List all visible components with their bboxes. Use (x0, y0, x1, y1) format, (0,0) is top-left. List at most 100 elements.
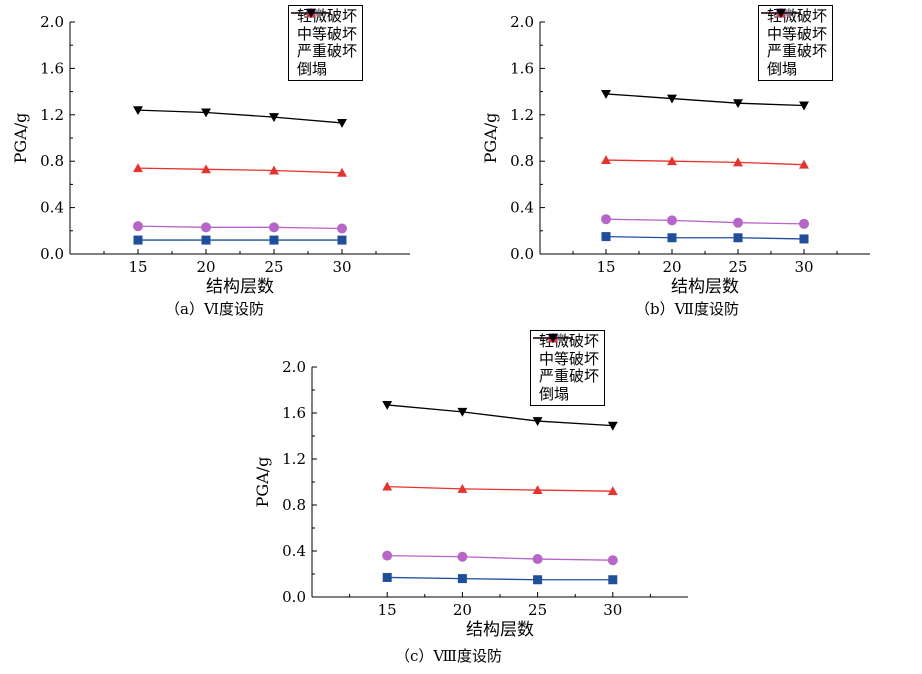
legend-item: 中等破坏 (291, 8, 358, 44)
data-point-2 (532, 485, 543, 495)
data-point-1 (201, 222, 211, 233)
y-tick-label: 0.4 (282, 542, 306, 560)
data-point-3 (337, 118, 347, 128)
legend-swatch (291, 9, 331, 18)
chart-a-caption: （a）Ⅵ度设防 (165, 300, 265, 318)
legend-label: 倒塌 (539, 384, 570, 403)
x-tick-label: 20 (453, 601, 472, 619)
data-point-3 (799, 101, 809, 111)
legend-item: 倒塌 (291, 9, 357, 79)
x-tick-label: 30 (332, 258, 351, 276)
legend-item: 倒塌 (533, 334, 599, 404)
data-point-0 (457, 574, 467, 584)
x-tick-label: 25 (728, 258, 747, 276)
y-tick-label: 2.0 (282, 358, 306, 376)
chart-b-legend: 轻微破坏 中等破坏 严重破坏 倒塌 (758, 5, 834, 81)
data-point-1 (601, 214, 611, 225)
legend-label: 倒塌 (767, 59, 798, 78)
data-point-0 (733, 233, 743, 243)
y-tick-label: 0.4 (510, 199, 534, 217)
data-point-3 (382, 400, 393, 410)
chart-c-legend: 轻微破坏 中等破坏 严重破坏 倒塌 (530, 330, 606, 406)
series-line-2 (605, 159, 805, 166)
data-point-2 (269, 165, 279, 175)
data-point-2 (799, 159, 809, 169)
y-tick-label: 0.0 (282, 588, 306, 606)
chart-panel-c: 0.0 0.4 0.8 1.2 1.6 2.0 15 20 25 30 结构层数 PGA/g 轻微破坏… (240, 326, 700, 671)
data-point-0 (382, 572, 392, 582)
data-point-0 (133, 235, 143, 245)
chart-a-plot: 0.0 0.4 0.8 1.2 1.6 2.0 15 20 25 30 结构层数 PGA/g (11, 13, 410, 297)
legend-item: 中等破坏 (533, 333, 600, 369)
data-point-0 (799, 234, 809, 244)
data-point-2 (382, 481, 393, 491)
data-point-0 (601, 232, 611, 242)
legend-label: 中等破坏 (297, 24, 358, 43)
y-tick-label: 1.6 (510, 59, 534, 77)
series-line-1 (387, 554, 613, 561)
data-point-2 (133, 163, 143, 173)
data-point-3 (733, 99, 743, 109)
series-line-0 (605, 235, 805, 240)
legend-swatch (761, 9, 801, 18)
legend-item: 严重破坏 (533, 333, 600, 386)
legend-label: 严重破坏 (297, 42, 358, 61)
y-axis-label: PGA/g (253, 457, 272, 508)
series-line-3 (137, 109, 343, 124)
data-point-0 (608, 575, 618, 585)
x-tick-label: 20 (196, 258, 215, 276)
legend-label: 倒塌 (297, 59, 328, 78)
legend-label: 中等破坏 (539, 349, 600, 368)
data-point-3 (532, 417, 543, 426)
x-tick-label: 15 (378, 601, 397, 619)
data-point-1 (133, 221, 143, 232)
data-point-1 (532, 554, 543, 565)
data-point-3 (201, 108, 211, 118)
series-line-2 (387, 485, 613, 492)
x-tick-label: 15 (128, 258, 147, 276)
legend-swatch (533, 334, 573, 343)
x-tick-label: 25 (264, 258, 283, 276)
x-tick-label: 25 (528, 601, 547, 619)
legend-item: 倒塌 (761, 9, 827, 79)
x-tick-label: 15 (596, 258, 615, 276)
data-point-2 (601, 155, 611, 164)
data-point-2 (457, 483, 468, 493)
y-tick-label: 2.0 (510, 13, 534, 31)
data-point-1 (382, 550, 393, 561)
y-tick-label: 0.0 (510, 245, 534, 263)
legend-marker (306, 9, 316, 18)
series-line-1 (137, 225, 343, 230)
data-point-3 (607, 421, 618, 431)
y-tick-label: 0.4 (40, 199, 64, 217)
data-point-3 (133, 106, 143, 116)
legend-label: 严重破坏 (539, 367, 600, 386)
legend-label: 中等破坏 (767, 24, 828, 43)
y-axis-label: PGA/g (11, 113, 30, 164)
chart-panel-b: 0.0 0.4 0.8 1.2 1.6 2.0 15 20 25 30 结构层数 PGA/g 轻微破坏… (470, 0, 922, 330)
y-tick-label: 1.6 (282, 404, 306, 422)
data-point-1 (457, 551, 468, 562)
data-point-1 (799, 218, 809, 229)
y-tick-label: 1.2 (40, 106, 64, 124)
data-point-3 (601, 89, 611, 99)
data-point-0 (533, 575, 543, 585)
chart-b-plot: 0.0 0.4 0.8 1.2 1.6 2.0 15 20 25 30 结构层数 PGA/g (481, 13, 870, 297)
chart-c-plot: 0.0 0.4 0.8 1.2 1.6 2.0 15 20 25 30 结构层数 PGA/g (253, 358, 688, 640)
data-point-0 (201, 235, 211, 245)
legend-marker (776, 9, 786, 18)
data-point-0 (337, 235, 347, 245)
y-tick-label: 0.0 (40, 245, 64, 263)
x-tick-label: 30 (603, 601, 622, 619)
chart-panel-a: 0.0 0.4 0.8 1.2 1.6 2.0 15 20 25 30 结构层数 PGA/g 轻微破坏… (0, 0, 460, 330)
legend-item: 严重破坏 (761, 8, 828, 61)
legend-item: 中等破坏 (761, 8, 828, 44)
series-line-3 (387, 404, 613, 427)
data-point-2 (733, 157, 743, 167)
data-point-0 (667, 233, 677, 243)
y-axis-label: PGA/g (481, 113, 500, 164)
data-point-1 (733, 217, 743, 228)
y-tick-label: 1.2 (282, 450, 306, 468)
legend-label: 严重破坏 (767, 42, 828, 61)
x-axis-label: 结构层数 (206, 277, 274, 297)
